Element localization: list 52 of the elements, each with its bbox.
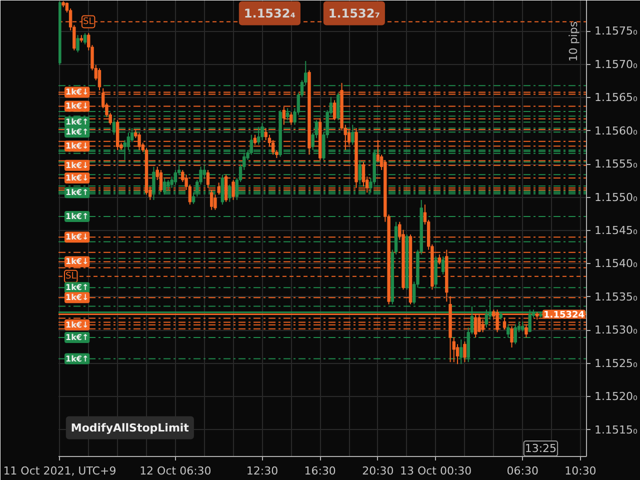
ref-line-label: SL — [66, 271, 76, 282]
ref-line-label: 1k€↑ — [66, 333, 89, 342]
ref-line-label: 1k€↑ — [66, 354, 89, 364]
candlestick — [76, 34, 80, 53]
x-tick-label: 13 Oct 00:30 — [400, 464, 472, 478]
y-tick-label: 1.1575₀ — [594, 24, 638, 38]
candlestick — [214, 194, 217, 210]
annotation: ModifyAllStopLimit — [70, 421, 189, 434]
y-tick-label: 1.1545₀ — [594, 224, 638, 237]
y-tick-label: 1.1550₀ — [594, 190, 638, 204]
ref-line-label: 1k€↑ — [66, 212, 89, 222]
ref-line-label: 1k€↓ — [66, 320, 89, 330]
annotation: 13:25 — [524, 442, 557, 455]
ref-line-label: 1k€↑ — [66, 188, 89, 198]
y-tick-label: 1.1520₀ — [594, 390, 638, 404]
ref-line-label: 1k€↓ — [66, 88, 89, 97]
x-tick-label: 12 Oct 06:30 — [140, 464, 212, 478]
x-tick-label: 11 Oct 2021, UTC+9 — [3, 464, 116, 478]
y-tick-label: 1.1530₀ — [594, 324, 638, 337]
x-tick-label: 16:30 — [304, 464, 336, 478]
annotation: 1.1532₇ — [328, 6, 380, 20]
y-tick-label: 1.1570₀ — [594, 58, 638, 71]
x-tick-label: 20:30 — [362, 464, 394, 478]
candlestick — [83, 32, 87, 45]
x-tick-label: 10:30 — [564, 464, 596, 478]
ref-line-label: SL — [82, 16, 94, 27]
x-tick-label: 12:30 — [246, 464, 278, 478]
y-tick-label: 1.1515₀ — [594, 423, 638, 436]
annotation: 1.1532₄ — [244, 6, 296, 20]
ref-line-label: 1k€↓ — [66, 102, 89, 111]
ref-line-label: 1k€↓ — [66, 142, 89, 151]
candlestick — [336, 92, 340, 121]
ref-line-label: 1k€↓ — [66, 232, 89, 242]
y-tick-label: 1.1565₀ — [594, 91, 638, 104]
ref-line-label: 1k€↑ — [66, 128, 89, 137]
ref-line-label: 1k€↓ — [66, 173, 89, 182]
ref-line-label: 1k€↓ — [66, 293, 89, 302]
candlestick — [521, 321, 524, 332]
ref-line-label: 1k€↓ — [66, 160, 89, 170]
ref-line-label: 1.15324 — [544, 310, 585, 321]
candlestick — [202, 164, 206, 178]
ref-line-label: 1k€↑ — [66, 118, 89, 127]
y-tick-label: 1.1535₀ — [594, 290, 638, 304]
ref-line-label: 1k€↓ — [66, 257, 89, 266]
y-tick-label: 1.1540₀ — [594, 257, 638, 270]
ref-line-label: 1k€↑ — [66, 283, 89, 292]
annotation: 10 pips — [566, 21, 580, 62]
y-tick-label: 1.1560₀ — [594, 124, 638, 138]
y-tick-label: 1.1555₀ — [594, 158, 638, 171]
candlestick — [463, 341, 466, 363]
y-tick-label: 1.1525₀ — [594, 356, 638, 370]
x-tick-label: 06:30 — [506, 464, 538, 478]
